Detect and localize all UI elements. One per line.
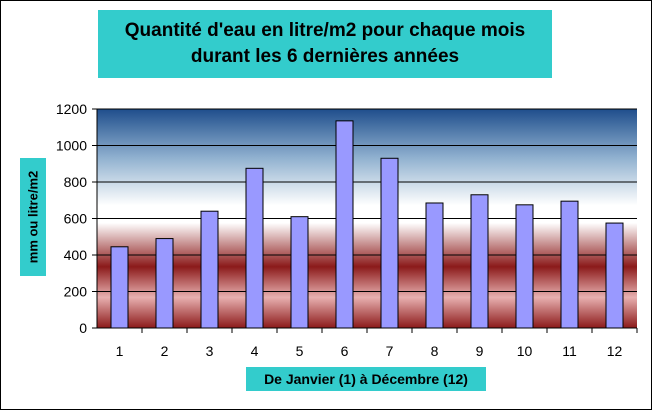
gridlines [92,108,638,333]
bar [380,157,399,329]
x-tick-label: 4 [251,343,259,359]
bar [470,194,489,329]
x-tick-label: 2 [161,343,169,359]
x-tick-labels: 1 2 3 4 5 6 7 8 9 10 11 12 [116,343,623,359]
bar [110,246,129,329]
x-tick-label: 10 [517,343,533,359]
bar [200,210,219,329]
y-axis-label-box [20,158,46,276]
y-tick-label: 0 [79,320,87,336]
bar [515,204,534,329]
x-tick-label: 8 [431,343,439,359]
y-tick-label: 200 [64,284,88,300]
x-tick-label: 3 [206,343,214,359]
bar [155,238,174,329]
x-axis-label: De Janvier (1) à Décembre (12) [246,367,486,391]
y-tick-label: 800 [64,174,88,190]
x-tick-label: 12 [607,343,623,359]
bars [110,120,624,329]
x-tick-label: 5 [296,343,304,359]
bar [245,167,264,329]
x-tick-label: 1 [116,343,124,359]
bar [605,222,624,329]
y-tick-labels: 0 200 400 600 800 1000 1200 [56,101,87,336]
y-tick-label: 400 [64,247,88,263]
axes [96,109,637,329]
bar [290,216,309,329]
chart-title: Quantité d'eau en litre/m2 pour chaque m… [98,10,552,78]
bar [335,120,354,329]
y-tick-label: 1200 [56,101,87,117]
x-tick-label: 6 [341,343,349,359]
x-tick-label: 7 [386,343,394,359]
x-tick-label: 9 [476,343,484,359]
y-tick-label: 1000 [56,138,87,154]
y-tick-label: 600 [64,211,88,227]
x-tick-label: 11 [562,343,577,359]
bar [425,202,444,329]
bar [560,200,579,329]
